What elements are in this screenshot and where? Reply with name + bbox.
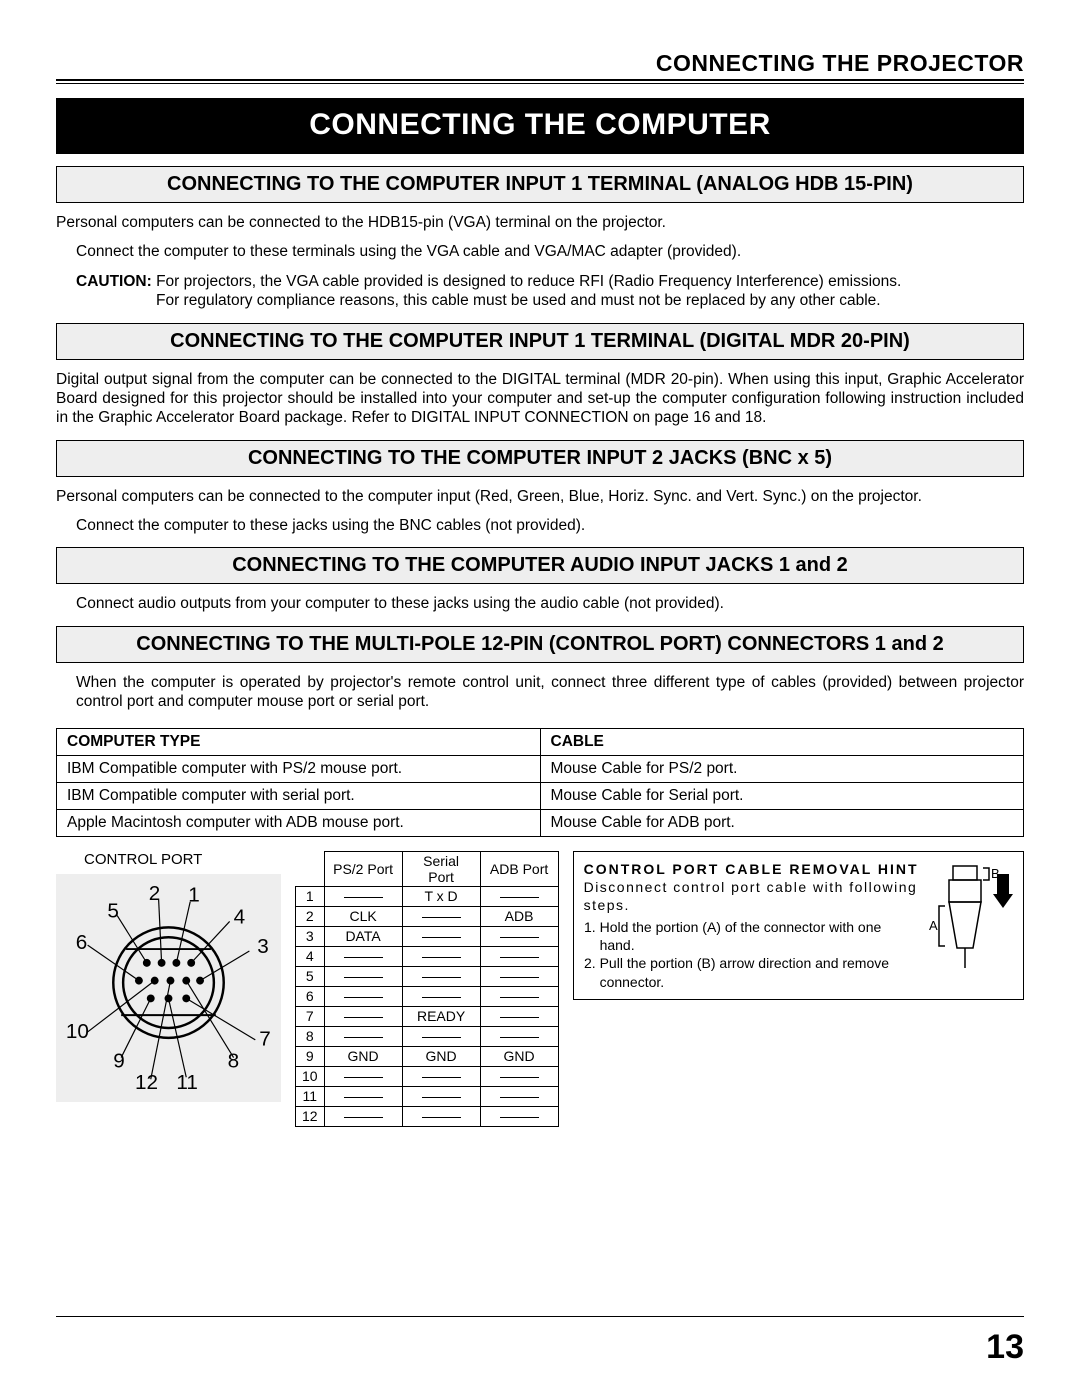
hint-lead: Disconnect control port cable with follo… <box>584 878 919 914</box>
table-row: 5 <box>296 966 559 986</box>
table-row: 3DATA <box>296 926 559 946</box>
svg-text:1: 1 <box>188 883 200 906</box>
svg-text:2: 2 <box>149 882 161 905</box>
caution-text1: For projectors, the VGA cable provided i… <box>152 273 902 290</box>
sec1-p2: Connect the computer to these terminals … <box>56 242 1024 261</box>
section-heading-2: CONNECTING TO THE COMPUTER INPUT 1 TERMI… <box>56 323 1024 360</box>
table-row: 12 <box>296 1106 559 1126</box>
section-heading-3: CONNECTING TO THE COMPUTER INPUT 2 JACKS… <box>56 440 1024 477</box>
sec1-caution: CAUTION: For projectors, the VGA cable p… <box>56 272 1024 291</box>
svg-text:12: 12 <box>135 1071 158 1089</box>
control-port-label: CONTROL PORT <box>56 851 281 868</box>
table-row: 9GNDGNDGND <box>296 1046 559 1066</box>
table-row: 6 <box>296 986 559 1006</box>
cable-table: COMPUTER TYPE CABLE IBM Compatible compu… <box>56 728 1024 837</box>
table-row: 10 <box>296 1066 559 1086</box>
sec3-p2: Connect the computer to these jacks usin… <box>56 516 1024 535</box>
hint-box: CONTROL PORT CABLE REMOVAL HINT Disconne… <box>573 851 1024 1000</box>
svg-text:11: 11 <box>176 1071 198 1089</box>
hint-step1: Hold the portion (A) of the connector wi… <box>600 918 919 954</box>
svg-text:6: 6 <box>76 931 88 954</box>
sec2-p1: Digital output signal from the computer … <box>56 370 1024 428</box>
table-row: 7READY <box>296 1006 559 1026</box>
svg-text:9: 9 <box>113 1049 125 1072</box>
main-banner: CONNECTING THE COMPUTER <box>56 98 1024 154</box>
table-row: IBM Compatible computer with serial port… <box>57 782 1024 809</box>
cable-th1: COMPUTER TYPE <box>57 728 541 755</box>
table-row: 8 <box>296 1026 559 1046</box>
svg-text:5: 5 <box>107 899 119 922</box>
section-heading-5: CONNECTING TO THE MULTI-POLE 12-PIN (CON… <box>56 626 1024 663</box>
caution-label: CAUTION: <box>76 273 152 290</box>
hint-step2: Pull the portion (B) arrow direction and… <box>600 954 919 990</box>
svg-text:4: 4 <box>234 905 246 928</box>
svg-text:A: A <box>929 918 938 933</box>
control-port-diagram: CONTROL PORT <box>56 851 281 1102</box>
table-row: 2CLKADB <box>296 906 559 926</box>
connector-removal-svg: B A <box>927 860 1013 980</box>
caution-text2: For regulatory compliance reasons, this … <box>56 291 1024 310</box>
sec3-p1: Personal computers can be connected to t… <box>56 487 1024 506</box>
svg-text:10: 10 <box>66 1019 89 1042</box>
footer-rule <box>56 1316 1024 1317</box>
svg-text:B: B <box>991 866 1000 881</box>
page-header: CONNECTING THE PROJECTOR <box>56 50 1024 77</box>
pin-table: PS/2 Port Serial Port ADB Port 1T x D2CL… <box>295 851 559 1127</box>
sec5-p1: When the computer is operated by project… <box>56 673 1024 712</box>
table-row: IBM Compatible computer with PS/2 mouse … <box>57 755 1024 782</box>
cable-th2: CABLE <box>540 728 1024 755</box>
svg-text:3: 3 <box>257 935 269 958</box>
connector-diagram-svg: 1 2 3 4 5 6 7 8 9 10 11 12 <box>60 882 277 1089</box>
sec1-p1: Personal computers can be connected to t… <box>56 213 1024 232</box>
header-rule <box>56 79 1024 84</box>
svg-text:8: 8 <box>228 1049 240 1072</box>
svg-text:7: 7 <box>259 1027 271 1050</box>
section-heading-1: CONNECTING TO THE COMPUTER INPUT 1 TERMI… <box>56 166 1024 203</box>
table-row: 1T x D <box>296 886 559 906</box>
hint-title: CONTROL PORT CABLE REMOVAL HINT <box>584 860 919 878</box>
table-row: 11 <box>296 1086 559 1106</box>
section-heading-4: CONNECTING TO THE COMPUTER AUDIO INPUT J… <box>56 547 1024 584</box>
table-row: Apple Macintosh computer with ADB mouse … <box>57 809 1024 836</box>
page-number: 13 <box>986 1328 1024 1367</box>
sec4-p1: Connect audio outputs from your computer… <box>56 594 1024 613</box>
table-row: 4 <box>296 946 559 966</box>
